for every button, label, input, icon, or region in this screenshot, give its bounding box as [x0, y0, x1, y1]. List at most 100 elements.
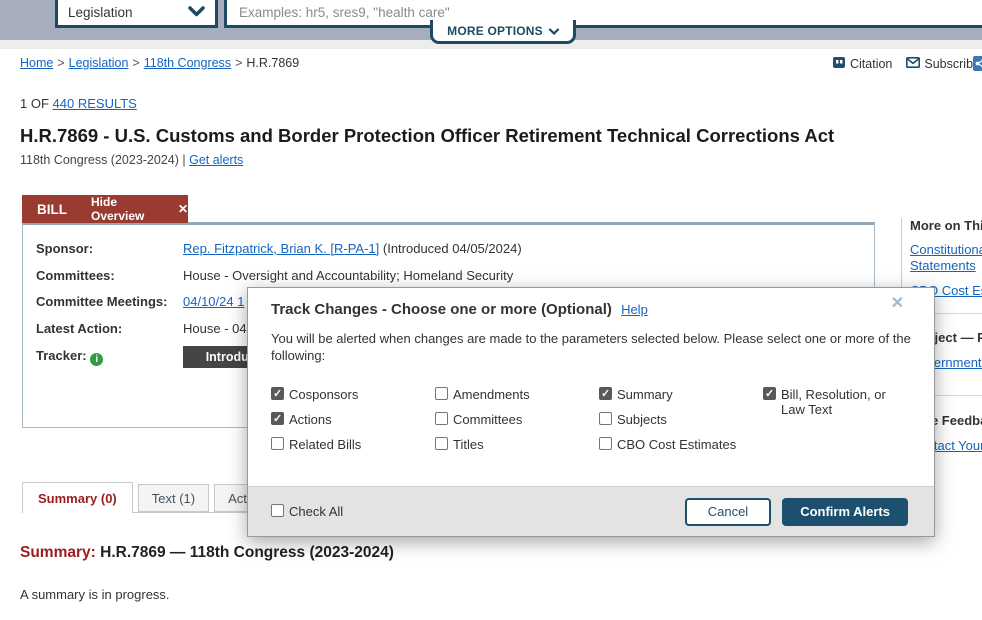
overview-row-committees: Committees: House - Oversight and Account…: [36, 268, 513, 283]
modal-title-text: Track Changes - Choose one or more (Opti…: [271, 301, 612, 318]
committee-meeting-link[interactable]: 04/10/24 1: [183, 294, 245, 309]
breadcrumb-separator: >: [235, 56, 243, 70]
results-line: 1 OF 440 RESULTS: [20, 96, 137, 111]
help-link[interactable]: Help: [621, 302, 648, 317]
subjects-checkbox[interactable]: [599, 412, 612, 425]
latest-action-value: House - 04: [183, 321, 247, 336]
option-label: Titles: [453, 437, 484, 452]
search-input[interactable]: [224, 0, 982, 28]
tracker-label: Tracker: i: [36, 348, 183, 366]
sidebar-heading: More on This Bill: [910, 218, 982, 233]
option-label: Committees: [453, 412, 523, 427]
hide-overview-label: Hide Overview: [91, 195, 145, 223]
close-icon[interactable]: ✕: [890, 295, 904, 312]
option-actions[interactable]: Actions: [271, 412, 435, 437]
alert-options-grid: Cosponsors Actions Related Bills Amendme…: [271, 387, 911, 462]
option-label: Cosponsors: [289, 387, 359, 402]
modal-footer: Check All Cancel Confirm Alerts: [248, 486, 934, 536]
summary-heading-rest: H.R.7869 — 118th Congress (2023-2024): [95, 544, 394, 561]
latest-action-label: Latest Action:: [36, 321, 123, 336]
committees-label: Committees:: [36, 268, 115, 283]
titles-checkbox[interactable]: [435, 437, 448, 450]
option-summary[interactable]: Summary: [599, 387, 763, 412]
breadcrumb-congress-link[interactable]: 118th Congress: [143, 56, 232, 70]
check-all-label: Check All: [289, 504, 344, 519]
actions-checkbox[interactable]: [271, 412, 284, 427]
citation-button[interactable]: Citation: [833, 56, 892, 72]
check-all-checkbox[interactable]: [271, 504, 284, 517]
subscribe-label: Subscribe: [924, 57, 980, 71]
search-scope-select[interactable]: Legislation: [55, 0, 218, 28]
option-label: Summary: [617, 387, 673, 402]
congress-subtitle: 118th Congress (2023-2024) | Get alerts: [20, 153, 243, 167]
overview-row-tracker: Tracker: i: [36, 348, 183, 366]
results-prefix: 1 OF: [20, 96, 49, 111]
summary-heading-prefix: Summary:: [20, 544, 96, 561]
chevron-down-icon: [548, 24, 559, 38]
committees-checkbox[interactable]: [435, 412, 448, 425]
cancel-button[interactable]: Cancel: [684, 497, 772, 526]
overview-row-sponsor: Sponsor: Rep. Fitzpatrick, Brian K. [R-PA…: [36, 241, 522, 256]
modal-buttons: Cancel Confirm Alerts: [684, 497, 908, 526]
results-count-link[interactable]: 440 RESULTS: [52, 96, 137, 111]
check-all-option[interactable]: Check All: [271, 504, 343, 519]
sponsor-link[interactable]: Rep. Fitzpatrick, Brian K. [R-PA-1]: [183, 241, 380, 256]
breadcrumb-current: H.R.7869: [246, 56, 300, 70]
hide-overview-button[interactable]: Hide Overview ✕: [91, 195, 188, 223]
page-actions: Citation Subscribe: [833, 56, 980, 72]
breadcrumb-separator: >: [132, 56, 140, 70]
more-options-label: MORE OPTIONS: [447, 23, 543, 38]
more-options-button[interactable]: MORE OPTIONS: [430, 20, 576, 44]
close-icon: ✕: [177, 202, 188, 216]
option-label: Amendments: [453, 387, 530, 402]
sponsor-label: Sponsor:: [36, 241, 94, 256]
option-cosponsors[interactable]: Cosponsors: [271, 387, 435, 412]
envelope-icon: [906, 57, 921, 71]
related-bills-checkbox[interactable]: [271, 437, 284, 450]
subscribe-button[interactable]: Subscribe: [906, 57, 980, 71]
breadcrumb-legislation-link[interactable]: Legislation: [68, 56, 129, 70]
option-label: Actions: [289, 412, 332, 427]
option-label: Related Bills: [289, 437, 362, 452]
chevron-down-icon: [188, 5, 205, 20]
header-divider-strip: [0, 40, 982, 49]
committee-meetings-label: Committee Meetings:: [36, 294, 168, 309]
option-subjects[interactable]: Subjects: [599, 412, 763, 437]
citation-label: Citation: [850, 57, 893, 71]
bill-text-checkbox[interactable]: [763, 387, 776, 402]
summary-checkbox[interactable]: [599, 387, 612, 402]
sidebar-constitutional-authority-link[interactable]: Constitutional Authority Statements: [910, 242, 982, 273]
congress-text: 118th Congress (2023-2024) |: [20, 153, 186, 167]
share-icon: [973, 56, 982, 75]
sponsor-suffix: (Introduced 04/05/2024): [379, 241, 522, 256]
option-label: Bill, Resolution, or Law Text: [781, 387, 886, 417]
search-bar: Legislation MORE OPTIONS: [0, 0, 982, 44]
modal-description-line2: following:: [271, 348, 326, 363]
cbo-cost-estimates-checkbox[interactable]: [599, 437, 612, 450]
summary-status-text: A summary is in progress.: [20, 587, 170, 602]
option-bill-resolution-law-text[interactable]: Bill, Resolution, or Law Text: [763, 387, 911, 417]
page-title: H.R.7869 - U.S. Customs and Border Prote…: [20, 125, 835, 146]
option-related-bills[interactable]: Related Bills: [271, 437, 435, 462]
option-label: Subjects: [617, 412, 667, 427]
breadcrumb-home-link[interactable]: Home: [20, 56, 54, 70]
info-icon[interactable]: i: [90, 353, 104, 366]
citation-icon: [833, 56, 846, 72]
summary-heading: Summary: H.R.7869 — 118th Congress (2023…: [20, 544, 394, 562]
overview-row-committee-meetings: Committee Meetings: 04/10/24 1: [36, 294, 244, 309]
bill-type-tab: BILL Hide Overview ✕: [22, 195, 188, 223]
tracker-label-text: Tracker:: [36, 348, 87, 363]
committees-value: House - Oversight and Accountability; Ho…: [183, 268, 514, 283]
cosponsors-checkbox[interactable]: [271, 387, 284, 402]
share-button[interactable]: [973, 56, 982, 76]
option-cbo-cost-estimates[interactable]: CBO Cost Estimates: [599, 437, 763, 462]
amendments-checkbox[interactable]: [435, 387, 448, 400]
tab-summary[interactable]: Summary (0): [22, 482, 133, 513]
option-committees[interactable]: Committees: [435, 412, 599, 437]
option-titles[interactable]: Titles: [435, 437, 599, 462]
tab-text[interactable]: Text (1): [137, 484, 210, 512]
bill-type-label: BILL: [37, 201, 67, 217]
get-alerts-link[interactable]: Get alerts: [189, 153, 244, 167]
option-amendments[interactable]: Amendments: [435, 387, 599, 412]
confirm-alerts-button[interactable]: Confirm Alerts: [782, 497, 908, 526]
